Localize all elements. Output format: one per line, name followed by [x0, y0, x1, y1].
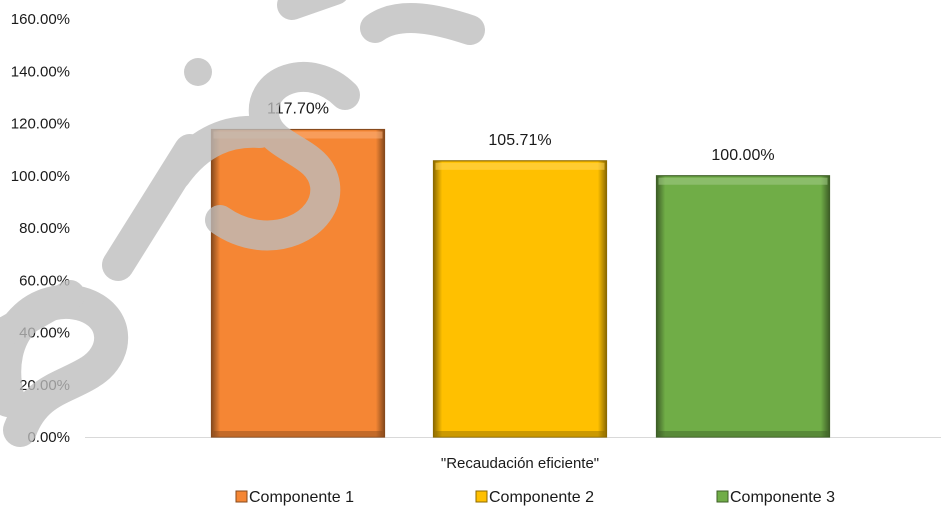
watermark-glyph-r	[102, 115, 276, 281]
legend-swatch	[475, 490, 488, 503]
axis-layer: 0.00%20.00%40.00%60.00%80.00%100.00%120.…	[11, 11, 941, 446]
y-tick-label: 160.00%	[11, 11, 70, 28]
data-label: 117.70%	[267, 101, 329, 118]
data-label: 105.71%	[488, 132, 551, 149]
bar-group	[655, 175, 831, 438]
legend-item: Componente 2	[475, 489, 594, 506]
watermark-glyph-e-bar	[0, 280, 85, 345]
bar	[655, 175, 831, 438]
x-category-label: "Recaudación eficiente"	[441, 455, 599, 472]
bar-top-bevel	[435, 162, 605, 170]
bar-bottom-bevel	[658, 431, 828, 436]
y-tick-label: 120.00%	[11, 116, 70, 133]
legend-label: Componente 3	[730, 489, 835, 506]
y-tick-label: 140.00%	[11, 63, 70, 80]
y-tick-label: 80.00%	[19, 220, 70, 237]
legend-swatch	[716, 490, 729, 503]
legend-swatch	[235, 490, 248, 503]
bar	[210, 128, 386, 438]
watermark-glyph-s	[205, 62, 360, 251]
label-layer: 117.70% 105.71% 100.00% "Recaudación eficie…	[267, 101, 775, 472]
data-label: 100.00%	[711, 147, 774, 164]
watermark	[0, 0, 485, 447]
bar-group	[432, 160, 608, 438]
legend-label: Componente 1	[249, 489, 354, 506]
watermark-glyph-i-dot	[184, 58, 212, 86]
bar	[432, 160, 608, 438]
legend: Componente 1 Componente 2 Componente 3	[235, 489, 835, 506]
bar-layer	[210, 128, 831, 438]
watermark-strokes	[0, 0, 485, 447]
bar-bottom-bevel	[213, 431, 383, 436]
bar-top-bevel	[658, 177, 828, 185]
y-tick-label: 100.00%	[11, 168, 70, 185]
legend-item: Componente 1	[235, 489, 354, 506]
bar-bottom-bevel	[435, 431, 605, 436]
y-tick-label: 0.00%	[27, 429, 70, 446]
legend-item: Componente 3	[716, 489, 835, 506]
bar-group	[210, 128, 386, 438]
watermark-glyph-o	[277, 0, 485, 45]
legend-label: Componente 2	[489, 489, 594, 506]
